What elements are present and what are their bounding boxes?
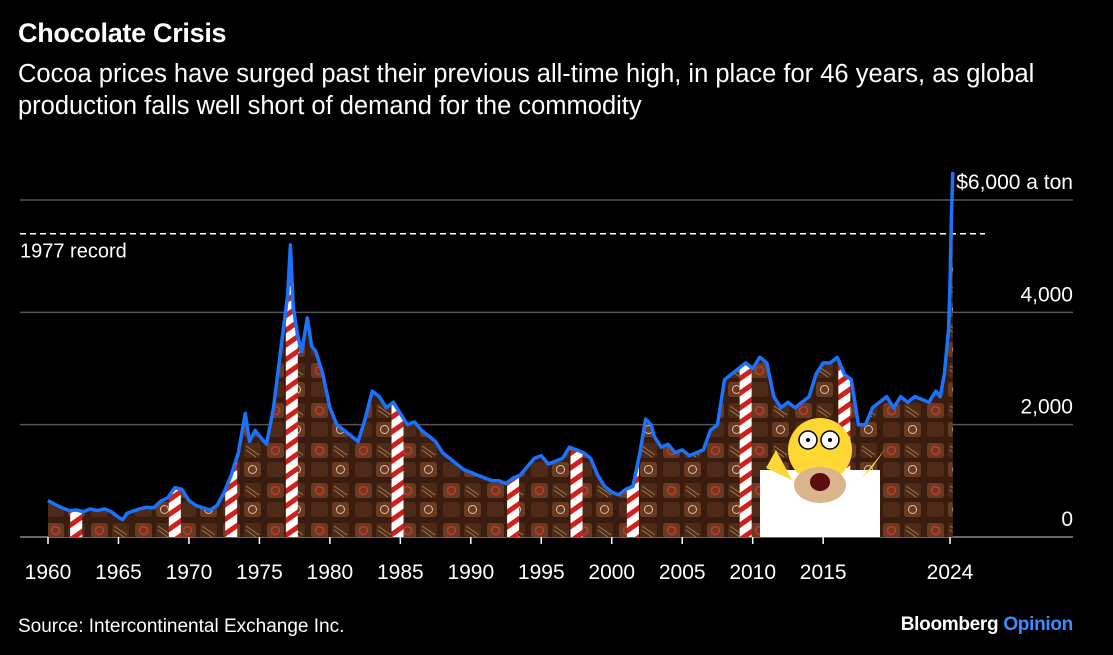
x-axis-ticks: 1960 1965 1970 1975 1980 1985 1990 1995 2000 2005… bbox=[25, 537, 974, 584]
y-tick-label-0: 0 bbox=[1061, 508, 1073, 531]
x-tick-label-1960: 1960 bbox=[25, 561, 72, 584]
x-tick-label-1990: 1990 bbox=[447, 561, 494, 584]
x-tick-label-2024: 2024 bbox=[927, 561, 974, 584]
brand-logo: Bloomberg Opinion bbox=[900, 614, 1074, 636]
chart-subtitle: Cocoa prices have surged past their prev… bbox=[18, 60, 1035, 120]
x-tick-label-1980: 1980 bbox=[307, 561, 354, 584]
x-tick-label-1965: 1965 bbox=[95, 561, 142, 584]
candy-cane-8 bbox=[739, 250, 752, 537]
y-tick-label-4000: 4,000 bbox=[1020, 283, 1073, 306]
price-series-line bbox=[47, 171, 955, 522]
x-tick-label-1970: 1970 bbox=[166, 561, 213, 584]
y-tick-label-6000: $6,000 a ton bbox=[956, 171, 1073, 194]
chart-title: Chocolate Crisis bbox=[18, 18, 227, 48]
y-axis-ticks: 0 2,000 4,000 $6,000 a ton bbox=[956, 171, 1073, 531]
candy-cane-5 bbox=[507, 250, 520, 537]
candy-cane-7 bbox=[626, 250, 639, 537]
homer-cartoon bbox=[760, 418, 886, 537]
candy-cane-0 bbox=[70, 250, 83, 537]
candy-cane-2 bbox=[225, 250, 238, 537]
brand-accent: Opinion bbox=[1003, 614, 1073, 635]
x-tick-label-1985: 1985 bbox=[377, 561, 424, 584]
record-label: 1977 record bbox=[20, 241, 127, 263]
source-note: Source: Intercontinental Exchange Inc. bbox=[18, 616, 345, 637]
x-tick-label-2005: 2005 bbox=[659, 561, 706, 584]
candy-cane-6 bbox=[570, 250, 583, 537]
y-tick-label-2000: 2,000 bbox=[1020, 396, 1073, 419]
x-tick-label-1975: 1975 bbox=[236, 561, 283, 584]
x-tick-label-2010: 2010 bbox=[729, 561, 776, 584]
x-tick-label-2000: 2000 bbox=[588, 561, 635, 584]
x-tick-label-2015: 2015 bbox=[800, 561, 847, 584]
x-tick-label-1995: 1995 bbox=[518, 561, 565, 584]
candy-cane-4 bbox=[391, 250, 404, 537]
brand-main: Bloomberg bbox=[900, 614, 999, 635]
